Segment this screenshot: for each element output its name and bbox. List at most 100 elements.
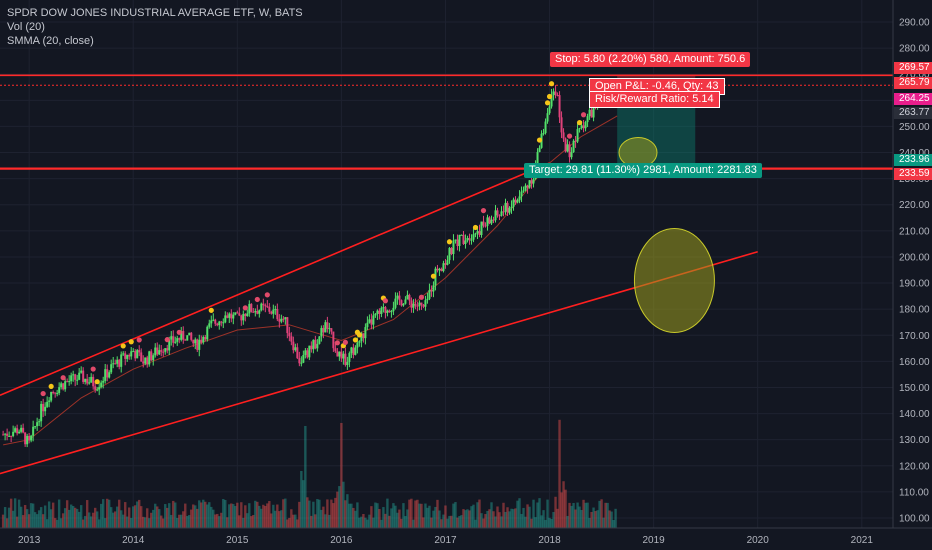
volume-bar xyxy=(180,514,183,528)
volume-bar xyxy=(300,470,303,528)
volume-bar xyxy=(346,494,349,528)
volume-bar xyxy=(130,517,133,528)
candle-body xyxy=(512,199,515,207)
candle-body xyxy=(404,299,407,304)
volume-bar xyxy=(514,508,517,528)
candle-body xyxy=(54,392,57,394)
volume-bar xyxy=(158,509,161,528)
open-pnl-label[interactable]: Open P&L: -0.46, Qty: 43 xyxy=(589,78,725,95)
candle-body xyxy=(472,234,475,240)
volume-bar xyxy=(548,517,551,528)
volume-bar xyxy=(288,517,291,528)
entry-price-tag: 265.79 xyxy=(894,77,932,89)
highlight-ellipse-large xyxy=(633,227,715,333)
volume-bar xyxy=(5,518,9,528)
y-tick-label: 110.00 xyxy=(899,487,929,498)
volume-bar xyxy=(182,511,185,528)
volume-bar xyxy=(536,502,539,528)
y-tick-label: 220.00 xyxy=(899,200,930,211)
volume-bar xyxy=(490,502,493,528)
volume-indicator-label[interactable]: Vol (20) xyxy=(7,21,45,33)
candle-body xyxy=(38,421,41,423)
y-tick-label: 200.00 xyxy=(899,252,930,263)
candle-body xyxy=(212,319,215,321)
volume-bar xyxy=(25,509,29,528)
target-label[interactable]: Target: 29.81 (11.30%) 2981, Amount: 228… xyxy=(524,163,762,178)
signal-dot xyxy=(576,120,583,126)
candle-body xyxy=(368,319,371,323)
candle-body xyxy=(200,339,203,343)
volume-bar xyxy=(126,516,129,528)
volume-bar xyxy=(356,502,359,528)
volume-bar xyxy=(95,511,99,528)
volume-bar xyxy=(23,505,27,528)
volume-bar xyxy=(386,498,389,528)
volume-bar xyxy=(15,516,19,528)
volume-bar xyxy=(214,514,217,528)
candle-body xyxy=(518,196,521,201)
volume-bar xyxy=(474,519,477,528)
volume-bar xyxy=(166,507,169,528)
smma-indicator-label[interactable]: SMMA (20, close) xyxy=(7,35,94,47)
candle-body xyxy=(66,381,69,383)
channel-line xyxy=(0,162,550,397)
volume-bar xyxy=(276,504,279,528)
volume-bar xyxy=(286,519,289,528)
candle-body xyxy=(414,303,417,306)
volume-bar xyxy=(428,505,431,528)
candle-body xyxy=(514,199,517,203)
volume-bar xyxy=(322,506,325,528)
volume-bar xyxy=(3,507,7,528)
candle-body xyxy=(280,318,283,322)
volume-bar xyxy=(222,499,225,528)
risk-reward-label[interactable]: Risk/Reward Ratio: 5.14 xyxy=(589,91,720,108)
volume-bar xyxy=(282,499,285,528)
candle-body xyxy=(174,341,177,343)
volume-bar xyxy=(460,515,463,528)
candle-body xyxy=(246,313,249,317)
volume-bar xyxy=(510,508,513,528)
candle-body xyxy=(22,427,25,433)
candle-body xyxy=(278,319,281,322)
candle-body xyxy=(142,361,145,364)
time-axis[interactable]: 2013 2014 2015 2016 2017 2018 2019 2020 2021 xyxy=(0,527,932,546)
y-tick-label: 130.00 xyxy=(899,435,930,446)
volume-bar xyxy=(594,511,597,528)
volume-bar xyxy=(228,504,231,528)
stop-label[interactable]: Stop: 5.80 (2.20%) 580, Amount: 750.6 xyxy=(550,52,751,67)
candle-body xyxy=(288,333,291,337)
volume-bar xyxy=(530,518,533,528)
candle-body xyxy=(188,332,191,336)
volume-bar xyxy=(436,499,439,528)
volume-bar xyxy=(498,512,501,528)
candle-body xyxy=(238,313,241,316)
volume-bar xyxy=(93,507,97,528)
volume-bar xyxy=(382,507,385,528)
volume-bar xyxy=(372,517,375,528)
signal-dot xyxy=(356,332,362,338)
candle-body xyxy=(458,234,461,247)
candle-body xyxy=(214,319,217,324)
candle-body xyxy=(266,306,269,308)
candle-body xyxy=(468,237,471,241)
candle-body xyxy=(570,152,573,158)
candle-body xyxy=(516,200,519,203)
volume-bar xyxy=(11,510,15,528)
volume-bar xyxy=(212,509,215,528)
candle-body xyxy=(592,106,595,118)
volume-bar xyxy=(128,507,131,528)
horizontal-levels xyxy=(0,74,893,170)
volume-bar xyxy=(87,512,91,528)
signal-dot xyxy=(208,307,214,313)
volume-bar xyxy=(366,519,369,528)
volume-bar xyxy=(534,517,537,528)
volume-bar xyxy=(578,506,581,528)
symbol-title[interactable]: SPDR DOW JONES INDUSTRIAL AVERAGE ETF, W… xyxy=(7,7,303,19)
volume-bar xyxy=(260,508,263,528)
volume-bar xyxy=(208,502,211,528)
volume-bar xyxy=(600,499,603,528)
candle-body xyxy=(314,339,317,349)
candle-body xyxy=(76,379,79,381)
candle-body xyxy=(338,351,341,357)
